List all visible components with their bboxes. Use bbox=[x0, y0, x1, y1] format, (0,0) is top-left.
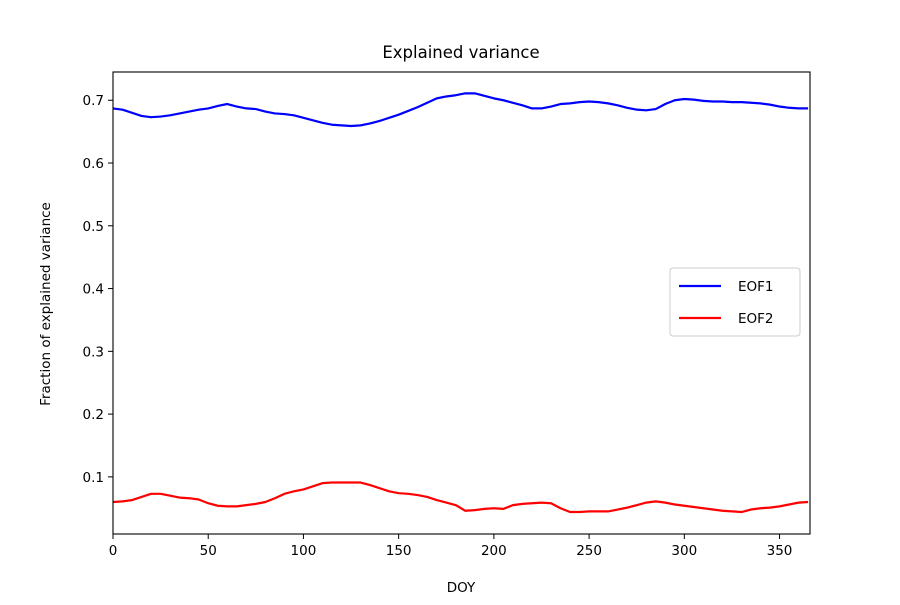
y-tick-label: 0.7 bbox=[83, 93, 104, 109]
y-tick-label: 0.5 bbox=[83, 219, 104, 235]
x-tick-label: 0 bbox=[109, 543, 118, 559]
y-tick-label: 0.6 bbox=[83, 156, 104, 172]
y-tick-label: 0.4 bbox=[83, 282, 104, 298]
x-tick-label: 350 bbox=[767, 543, 793, 559]
y-tick-label: 0.2 bbox=[83, 407, 104, 423]
legend-box bbox=[669, 267, 801, 337]
x-tick-label: 50 bbox=[200, 543, 217, 559]
chart-title: Explained variance bbox=[382, 43, 539, 62]
series-line-eof2 bbox=[112, 481, 809, 514]
x-tick-label: 100 bbox=[291, 543, 317, 559]
y-axis-label: Fraction of explained variance bbox=[38, 202, 54, 406]
series-line-eof1 bbox=[112, 92, 809, 128]
x-axis-label: DOY bbox=[447, 580, 476, 596]
plot-frame bbox=[112, 71, 811, 535]
y-tick-label: 0.1 bbox=[83, 470, 104, 486]
y-axis: 0.1 0.2 0.3 0.4 0.5 0.6 0.7 bbox=[83, 93, 113, 486]
x-tick-label: 200 bbox=[481, 543, 507, 559]
x-tick-label: 300 bbox=[671, 543, 697, 559]
x-tick-label: 250 bbox=[576, 543, 602, 559]
legend-label: EOF2 bbox=[738, 311, 774, 327]
legend-label: EOF1 bbox=[738, 279, 774, 295]
x-tick-label: 150 bbox=[386, 543, 412, 559]
plot-area bbox=[112, 71, 811, 535]
x-axis: 0 50 100 150 200 250 300 350 bbox=[109, 534, 793, 559]
y-tick-label: 0.3 bbox=[83, 344, 104, 360]
legend: EOF1 EOF2 bbox=[669, 267, 801, 337]
